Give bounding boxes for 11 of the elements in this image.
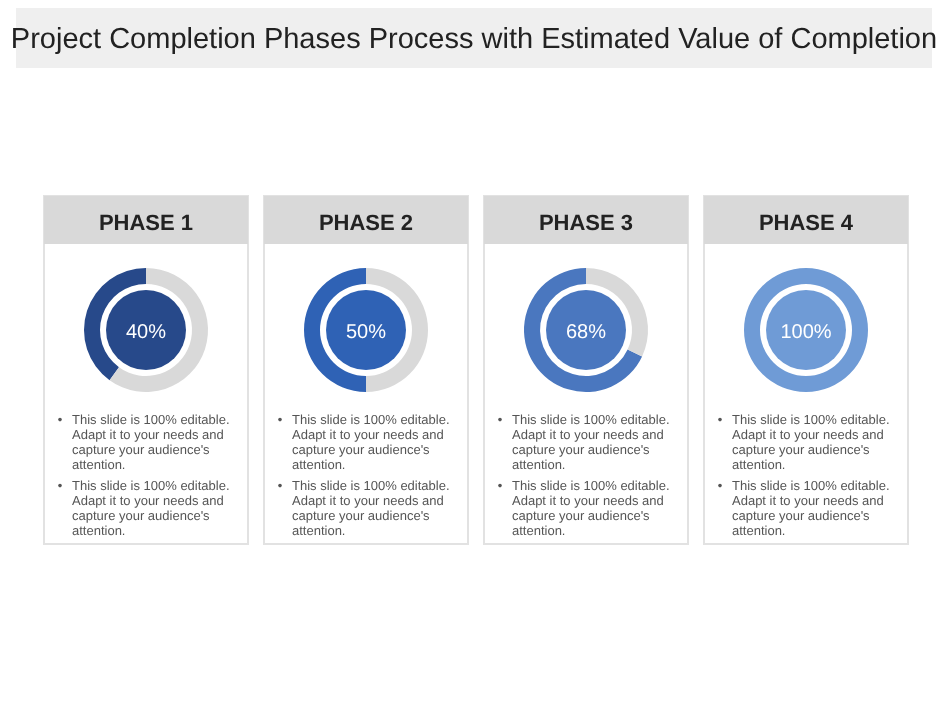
chart-title: PHASE 2 bbox=[318, 212, 414, 236]
text: 40% bbox=[125, 322, 167, 344]
donut-slice bbox=[109, 268, 208, 392]
text: Project Completion Phases Process with Estimated Value of Completion bbox=[10, 24, 938, 56]
text: 50% bbox=[345, 322, 387, 344]
donut-slice bbox=[524, 268, 643, 392]
text: 100% bbox=[780, 322, 832, 344]
chart-title: PHASE 1 bbox=[98, 212, 194, 236]
chart-title: PHASE 4 bbox=[758, 212, 855, 236]
text: 68% bbox=[565, 322, 607, 344]
chart-title: PHASE 3 bbox=[538, 212, 634, 236]
